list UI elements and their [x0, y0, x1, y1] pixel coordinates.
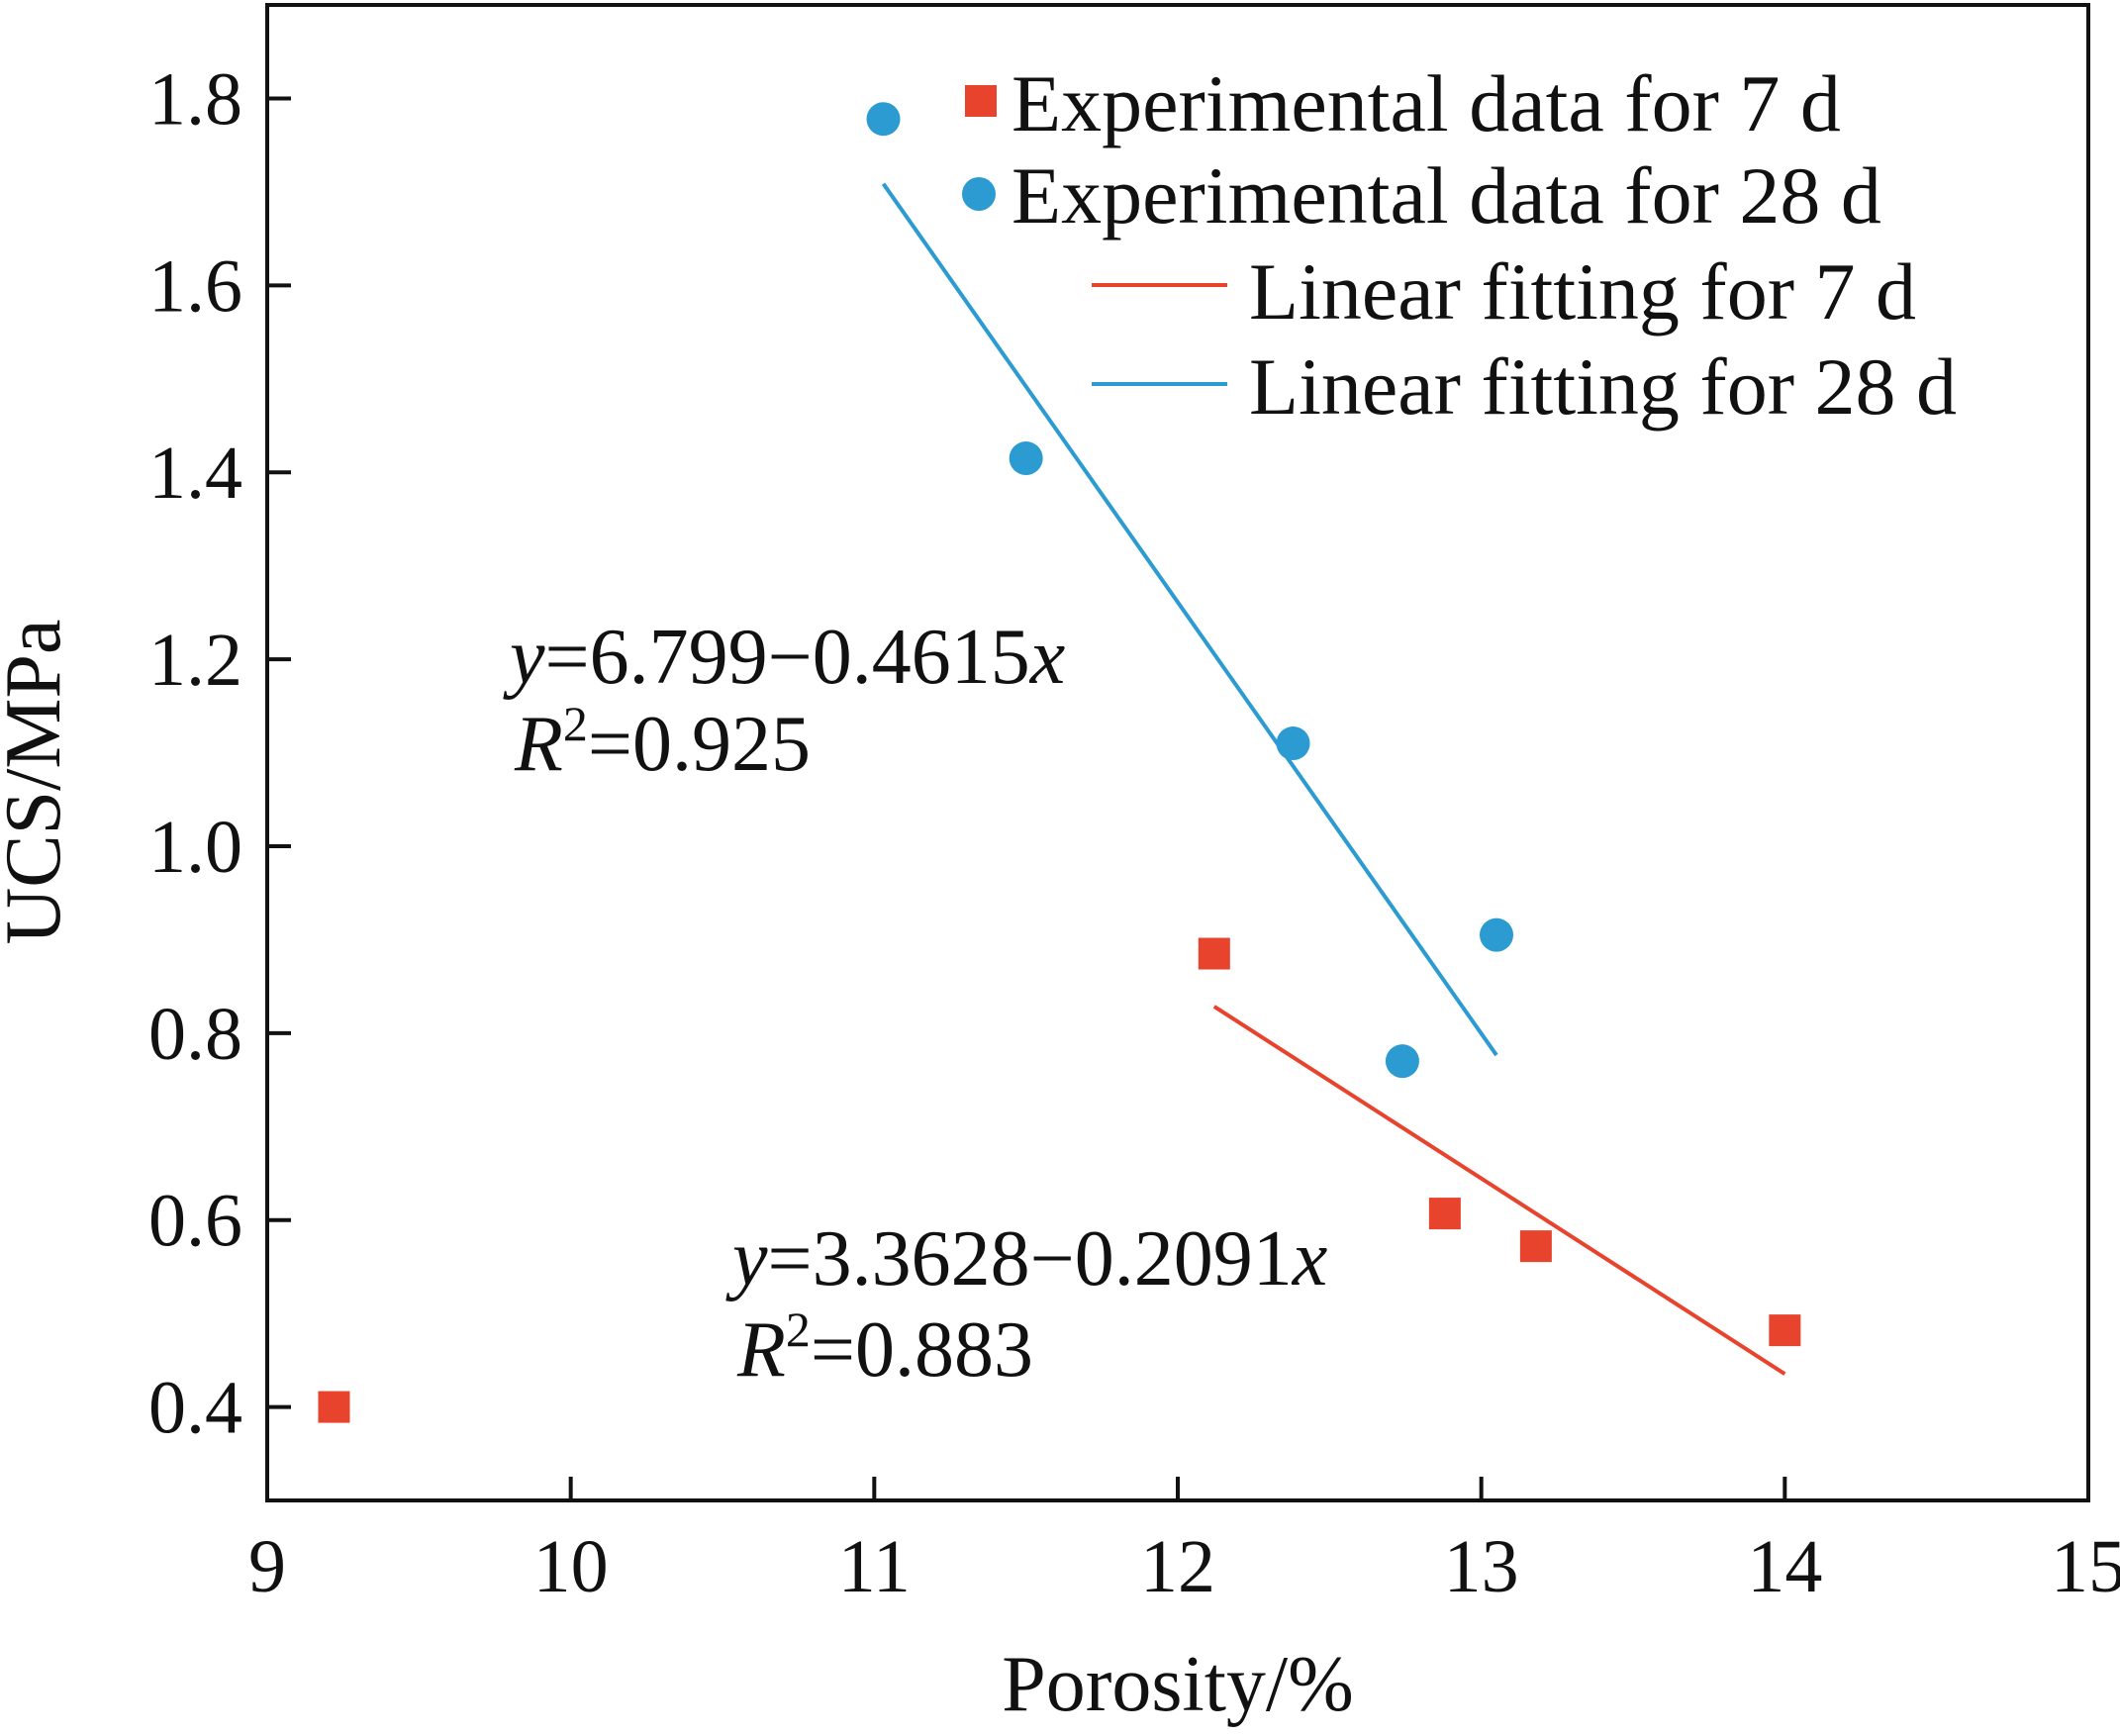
- equation-28d: y=6.799−0.4615x: [503, 614, 1065, 701]
- legend-label-exp-28d: Experimental data for 28 d: [1012, 150, 1881, 241]
- annotation-fit-7d: y=3.3628−0.2091x R2=0.883: [725, 1215, 1327, 1394]
- point-7d-square: [1428, 1198, 1461, 1230]
- point-28d-circle: [1276, 726, 1310, 761]
- point-28d-circle: [1385, 1044, 1419, 1079]
- y-tick-label: 0.6: [148, 1180, 242, 1263]
- y-tick-label: 0.4: [148, 1367, 242, 1450]
- legend-label-fit-28d: Linear fitting for 28 d: [1249, 341, 1957, 432]
- equation-28d-body: =6.799−0.4615: [545, 614, 1030, 701]
- equation-28d-y: y: [503, 614, 545, 701]
- point-7d-square: [1769, 1314, 1801, 1347]
- fit-line-7d: [1212, 1005, 1786, 1376]
- r-squared-28d-sup: 2: [563, 696, 588, 751]
- r-squared-28d: R2=0.925: [514, 696, 811, 788]
- x-axis-ticks: 9 10 11 12 13 14 15: [248, 1477, 2120, 1608]
- x-tick-label: 10: [533, 1525, 609, 1608]
- annotation-fit-28d: y=6.799−0.4615x R2=0.925: [503, 614, 1065, 788]
- point-28d-circle: [1480, 917, 1513, 952]
- x-tick-label: 14: [1747, 1525, 1822, 1608]
- x-axis-label: Porosity/%: [1002, 1641, 1354, 1728]
- fit-lines: [881, 182, 1786, 1376]
- equation-28d-x: x: [1029, 614, 1066, 701]
- y-tick-label: 1.0: [148, 806, 242, 889]
- x-tick-label: 9: [248, 1525, 286, 1608]
- legend-label-fit-7d: Linear fitting for 7 d: [1249, 246, 1916, 337]
- data-markers: [318, 102, 1801, 1423]
- y-tick-label: 1.8: [148, 57, 242, 141]
- x-tick-label: 12: [1140, 1525, 1215, 1608]
- r-squared-7d-sup: 2: [786, 1302, 811, 1357]
- r-squared-7d-value: =0.883: [811, 1306, 1033, 1394]
- y-tick-label: 1.6: [148, 244, 242, 328]
- legend-marker-28d-circle: [962, 177, 996, 211]
- equation-7d-x: x: [1292, 1215, 1328, 1302]
- point-28d-circle: [1009, 441, 1043, 476]
- x-tick-label: 11: [838, 1525, 911, 1608]
- legend-label-exp-7d: Experimental data for 7 d: [1012, 58, 1841, 148]
- x-tick-label: 13: [1444, 1525, 1519, 1608]
- point-7d-square: [1198, 937, 1230, 970]
- y-axis-ticks: 0.4 0.6 0.8 1.0 1.2 1.4 1.6 1.8: [148, 57, 291, 1450]
- y-tick-label: 1.4: [148, 432, 242, 515]
- y-tick-label: 0.8: [148, 993, 242, 1076]
- legend-marker-7d-square: [965, 85, 997, 117]
- y-tick-label: 1.2: [148, 619, 242, 702]
- point-7d-square: [318, 1391, 350, 1423]
- r-squared-7d: R2=0.883: [736, 1302, 1033, 1394]
- equation-7d-y: y: [725, 1215, 768, 1302]
- point-7d-square: [1519, 1230, 1552, 1263]
- r-squared-7d-r: R: [736, 1306, 786, 1394]
- r-squared-28d-value: =0.925: [588, 701, 811, 788]
- equation-7d-body: =3.3628−0.2091: [768, 1215, 1293, 1302]
- equation-7d: y=3.3628−0.2091x: [725, 1215, 1327, 1302]
- legend: Experimental data for 7 d Experimental d…: [962, 58, 1957, 432]
- x-tick-label: 15: [2051, 1525, 2120, 1608]
- point-28d-circle: [866, 102, 901, 137]
- r-squared-28d-r: R: [514, 701, 563, 788]
- y-axis-label: UCS/MPa: [0, 620, 77, 945]
- fit-line-28d: [881, 182, 1498, 1057]
